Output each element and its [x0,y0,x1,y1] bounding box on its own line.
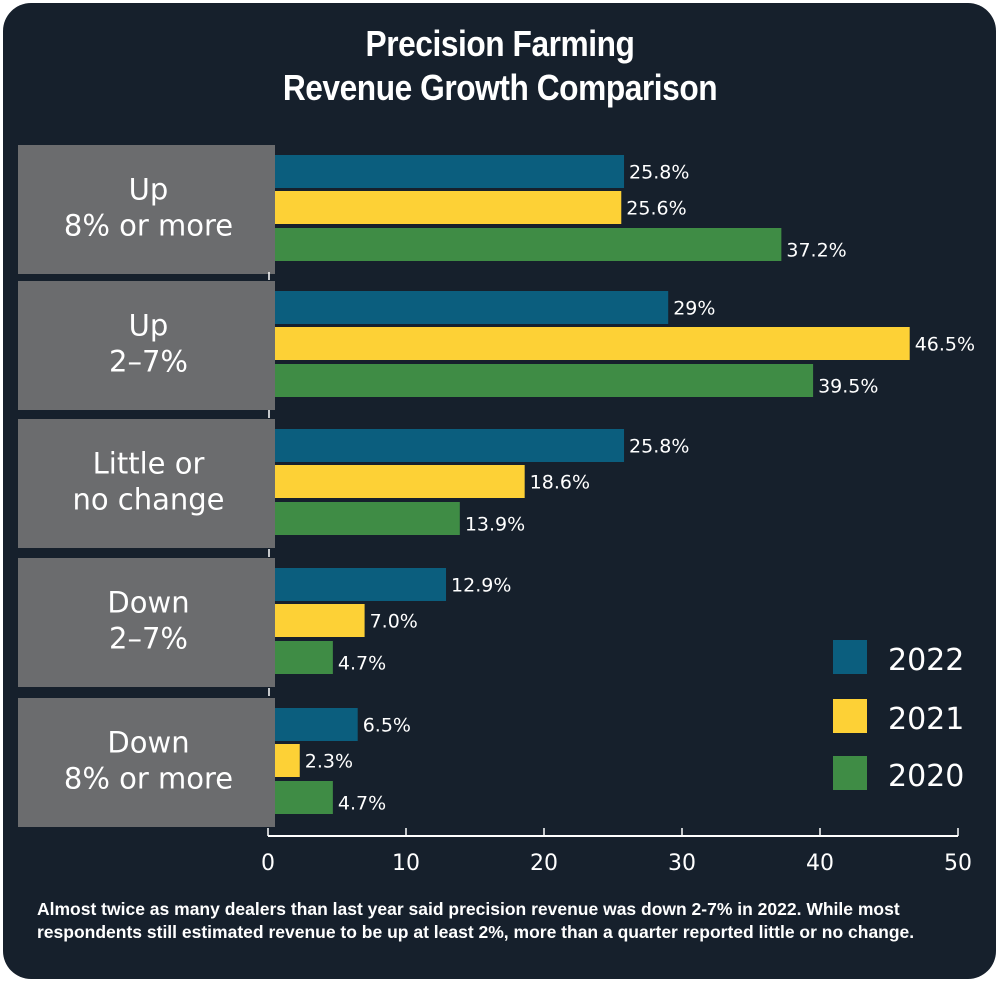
category-label: 8% or more [64,762,233,796]
x-tick-label: 0 [261,851,275,876]
legend-swatch-2021 [833,699,867,733]
bar-2020 [275,781,333,814]
value-label: 4.7% [338,653,386,675]
category-box [18,698,275,827]
value-label: 29% [673,298,715,320]
bar-2021 [275,465,525,498]
value-label: 7.0% [370,611,418,633]
chart-title: Precision Farming Revenue Growth Compari… [60,22,940,110]
bar-2022 [275,708,358,741]
legend-label-2021: 2021 [888,702,964,737]
value-label: 12.9% [451,575,511,597]
value-label: 37.2% [786,240,846,262]
bar-2022 [275,429,625,462]
value-label: 13.9% [465,514,525,536]
value-label: 25.8% [629,162,689,184]
value-label: 46.5% [915,334,975,356]
category-label: Down [107,726,189,760]
x-tick-label: 50 [944,851,972,876]
legend-swatch-2022 [833,640,867,674]
category-label: Up [129,309,169,343]
category-label: Little or [93,447,205,481]
category-label: 2–7% [109,345,188,379]
category-label: Down [107,586,189,620]
category-box [18,419,275,548]
value-label: 18.6% [530,472,590,494]
chart-title-line-2: Revenue Growth Comparison [282,67,718,108]
bar-2021 [275,191,622,224]
category-box [18,281,275,410]
x-tick-label: 20 [530,851,558,876]
bars [275,155,910,814]
legend: 2022 2021 2020 [833,640,964,794]
category-box [18,145,275,274]
value-label: 2.3% [305,751,353,773]
value-label: 39.5% [818,376,878,398]
category-label: 8% or more [64,209,233,243]
bar-2021 [275,604,365,637]
value-label: 25.6% [626,198,686,220]
value-label: 25.8% [629,436,689,458]
bar-2020 [275,641,333,674]
category-label: 2–7% [109,622,188,656]
legend-label-2020: 2020 [888,759,964,794]
x-tick-label: 30 [668,851,696,876]
bar-2021 [275,744,300,777]
value-label: 6.5% [363,715,411,737]
x-tick-label: 40 [806,851,834,876]
bar-2021 [275,327,910,360]
legend-label-2022: 2022 [888,643,964,678]
category-label: no change [72,483,224,517]
bar-2022 [275,291,669,324]
chart-title-line-1: Precision Farming [365,23,635,64]
value-labels: 25.8% 25.6% 37.2% 29% 46.5% 39.5% 25.8% 18.6%13… [305,162,975,815]
legend-swatch-2020 [833,756,867,790]
x-tick-label: 10 [392,851,420,876]
category-box [18,558,275,687]
bar-2022 [275,568,447,601]
chart-caption: Almost twice as many dealers than last y… [37,899,915,942]
bar-2022 [275,155,625,188]
bar-2020 [275,502,460,535]
value-label: 4.7% [338,793,386,815]
bar-2020 [275,364,814,397]
x-axis: 0 10 20 30 40 50 [261,272,972,876]
bar-2020 [275,228,782,261]
category-label: Up [129,173,169,207]
